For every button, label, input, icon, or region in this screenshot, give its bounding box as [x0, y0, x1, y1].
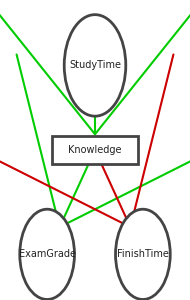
Text: StudyTime: StudyTime [69, 60, 121, 70]
Bar [52, 136, 138, 164]
Circle shape [20, 209, 74, 299]
Text: ExamGrade: ExamGrade [19, 249, 76, 259]
Text: Knowledge: Knowledge [68, 145, 122, 155]
Circle shape [116, 209, 170, 299]
Circle shape [64, 15, 126, 116]
Text: FinishTime: FinishTime [117, 249, 169, 259]
